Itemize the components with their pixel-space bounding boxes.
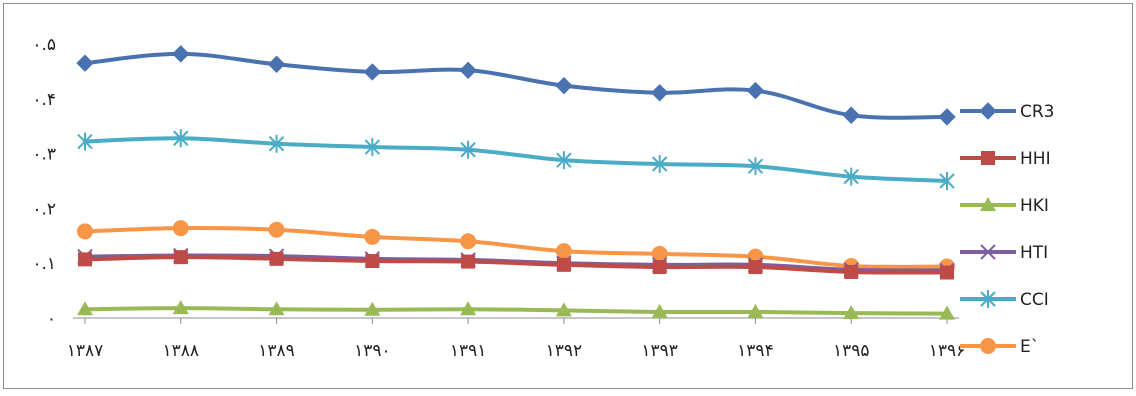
x-tick-label: ۱۳۹۶ xyxy=(929,341,966,361)
data-point-hhi xyxy=(78,252,92,267)
data-point-cr3 xyxy=(172,45,190,63)
y-tick-label: ۰.۲ xyxy=(32,199,56,219)
data-point-cci xyxy=(77,132,93,151)
data-point-e xyxy=(172,220,189,237)
data-point-hhi xyxy=(940,265,954,280)
legend-label: CR3 xyxy=(1020,102,1055,122)
data-point-hki xyxy=(843,305,860,320)
y-tick-label: ۰.۱ xyxy=(32,254,56,274)
x-tick-label: ۱۳۸۷ xyxy=(67,341,104,361)
data-point-cr3 xyxy=(363,63,382,81)
data-point-hhi xyxy=(844,264,859,279)
data-point-hhi xyxy=(461,254,476,269)
legend-label: E` xyxy=(1020,337,1039,357)
x-tick-label: ۱۳۹۵ xyxy=(833,341,870,361)
data-point-e xyxy=(268,221,285,238)
data-point-hki xyxy=(651,303,668,318)
data-point-cci xyxy=(556,151,572,170)
x-tick-label: ۱۳۹۰ xyxy=(354,341,391,361)
data-point-hhi xyxy=(365,254,380,269)
data-point-cci xyxy=(460,140,476,159)
axes: ۰ ۰.۱ ۰.۲ ۰.۳ ۰.۴ ۰.۵ ۱۳۸۷ ۱۳۸۸ ۱۳۸۹ ۱۳۹۰ ۱۳۹۱ ۱۳۹۲… xyxy=(32,35,965,361)
series-line-hhi xyxy=(83,255,949,275)
series-cci xyxy=(77,129,955,190)
data-point-cci xyxy=(268,134,285,153)
series-line-cci xyxy=(83,136,949,183)
data-point-e xyxy=(364,228,381,245)
legend-marker xyxy=(980,338,996,354)
legend-label: CCI xyxy=(1020,290,1049,310)
series-line-cr3 xyxy=(83,51,949,120)
legend-marker xyxy=(980,290,996,308)
data-point-hki xyxy=(939,305,955,320)
data-point-cci xyxy=(173,129,189,148)
data-point-cci xyxy=(651,155,668,174)
legend-item-e: E` xyxy=(960,337,1039,357)
data-point-cr3 xyxy=(746,81,765,100)
data-point-hki xyxy=(268,301,285,316)
data-point-hki xyxy=(172,300,189,315)
data-point-cci xyxy=(364,138,381,157)
data-point-cr3 xyxy=(76,54,94,72)
data-point-cr3 xyxy=(555,76,573,95)
series-line-hki xyxy=(83,306,949,316)
x-tick-label: ۱۳۹۴ xyxy=(737,341,774,361)
data-point-cci xyxy=(747,157,764,176)
y-tick-label: ۰.۳ xyxy=(32,145,56,165)
data-point-hhi xyxy=(556,257,571,272)
data-point-hki xyxy=(364,301,381,316)
data-point-cr3 xyxy=(267,55,286,73)
series-hhi xyxy=(78,250,954,280)
chart-border xyxy=(3,3,1133,389)
legend-label: HKI xyxy=(1020,196,1049,216)
y-tick-label: ۰ xyxy=(47,309,56,329)
x-tick-label: ۱۳۹۱ xyxy=(450,341,487,361)
data-point-cr3 xyxy=(459,61,477,80)
marker-stroke xyxy=(980,244,996,260)
data-point-hhi xyxy=(173,250,188,265)
legend-label: HHI xyxy=(1020,149,1051,169)
legend-item-cci: CCI xyxy=(960,290,1049,310)
series-e xyxy=(77,220,955,275)
legend-marker xyxy=(980,244,996,260)
data-point-e xyxy=(555,243,572,260)
data-point-e xyxy=(460,233,477,250)
data-point-cr3 xyxy=(842,106,860,124)
data-point-hki xyxy=(747,303,764,318)
y-tick-label: ۰.۴ xyxy=(32,90,56,110)
data-point-hki xyxy=(555,302,572,317)
data-point-cr3 xyxy=(938,108,956,126)
data-point-hki xyxy=(77,301,93,316)
y-tick-label: ۰.۵ xyxy=(32,35,56,55)
legend-marker xyxy=(980,197,996,211)
series-hki xyxy=(77,300,955,320)
series-layer xyxy=(76,45,956,320)
x-tick-label: ۱۳۹۲ xyxy=(546,341,583,361)
data-point-e xyxy=(651,245,668,262)
data-point-hki xyxy=(460,301,477,316)
legend-item-hki: HKI xyxy=(960,196,1049,216)
data-point-hhi xyxy=(269,251,284,266)
legend: CR3 HHI HKI HTI CCI E` xyxy=(960,102,1055,357)
data-point-cci xyxy=(939,172,955,190)
legend-label: HTI xyxy=(1020,243,1048,263)
x-tick-label: ۱۳۸۹ xyxy=(258,341,295,361)
data-point-e xyxy=(77,223,93,240)
data-point-cr3 xyxy=(650,84,669,102)
legend-item-cr3: CR3 xyxy=(960,102,1055,122)
data-point-hhi xyxy=(748,260,763,275)
data-point-cci xyxy=(843,167,859,186)
x-tick-label: ۱۳۸۸ xyxy=(163,341,200,361)
series-line-e xyxy=(83,226,949,269)
legend-marker xyxy=(979,102,997,120)
legend-item-hhi: HHI xyxy=(960,149,1051,169)
legend-item-hti: HTI xyxy=(960,243,1048,263)
x-tick-label: ۱۳۹۳ xyxy=(641,341,678,361)
data-point-hhi xyxy=(652,260,667,275)
legend-marker xyxy=(981,151,995,165)
series-cr3 xyxy=(76,45,956,126)
